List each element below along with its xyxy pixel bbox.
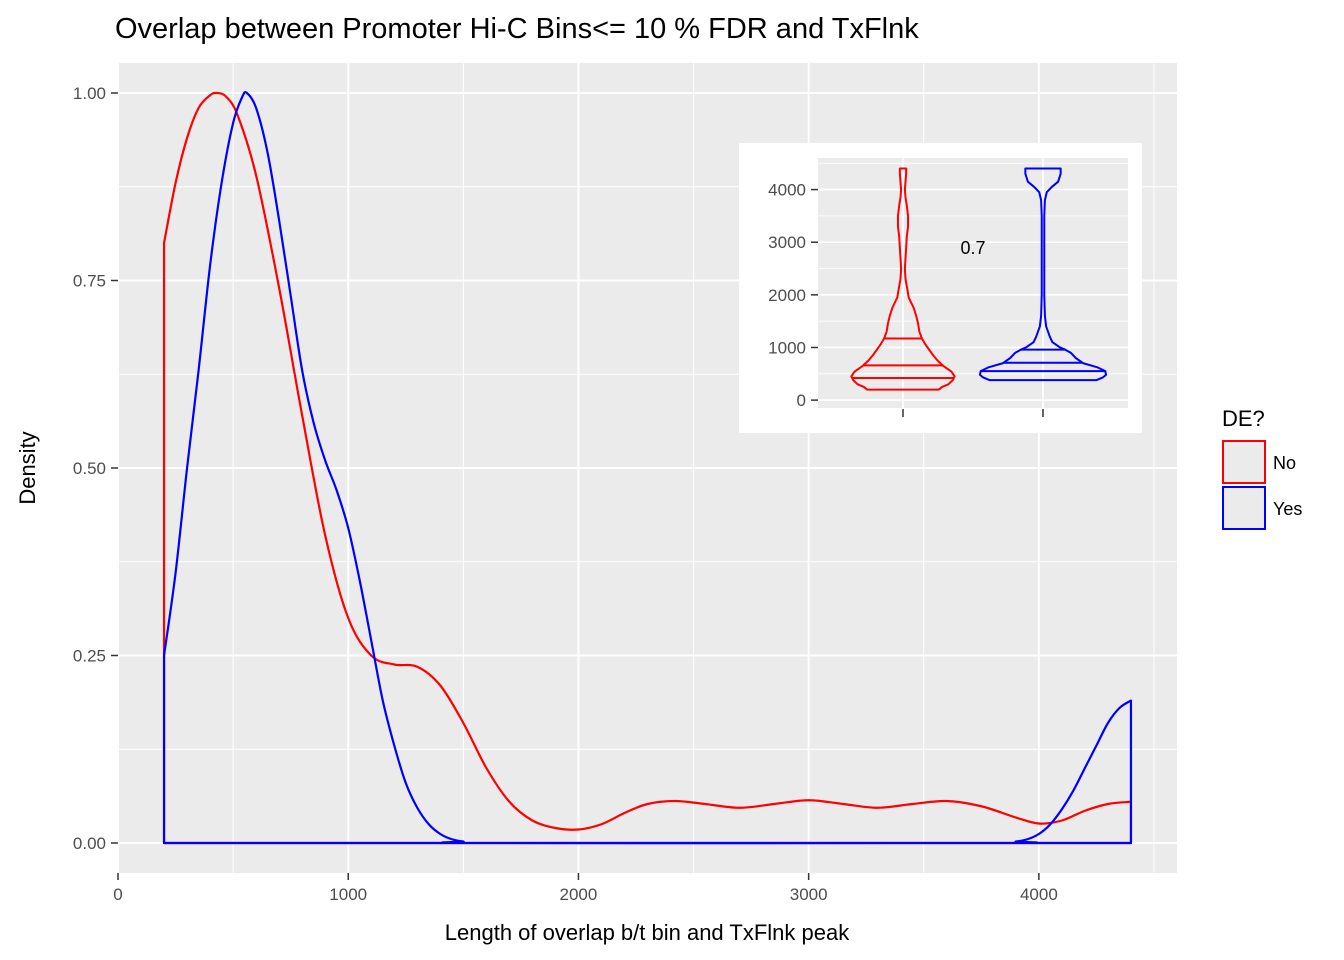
violin-no <box>850 167 956 391</box>
y-tick-label: 0.50 <box>73 459 106 478</box>
legend-key-no <box>1222 440 1266 484</box>
y-axis: 0.00 0.25 0.50 0.75 1.00 <box>73 84 118 853</box>
legend-title: DE? <box>1222 406 1265 431</box>
x-tick-label: 2000 <box>560 885 598 904</box>
y-tick-label: 1.00 <box>73 84 106 103</box>
x-axis-title: Length of overlap b/t bin and TxFlnk pea… <box>445 920 850 945</box>
x-axis: 0 1000 2000 3000 4000 <box>113 873 1058 904</box>
inset-y-tick-label: 2000 <box>768 286 806 305</box>
x-tick-label: 3000 <box>790 885 828 904</box>
x-tick-label: 0 <box>113 885 122 904</box>
legend: DE? No Yes <box>1222 406 1302 530</box>
density-lines <box>162 90 1133 845</box>
inset-grid <box>818 158 1128 408</box>
inset-violin-plot: 0 1000 2000 3000 4000 0.7 <box>739 143 1142 433</box>
legend-label-no: No <box>1273 453 1296 473</box>
x-tick-label: 4000 <box>1020 885 1058 904</box>
density-line-yes <box>162 90 1133 845</box>
y-tick-label: 0.00 <box>73 834 106 853</box>
inset-y-tick-label: 3000 <box>768 233 806 252</box>
y-axis-title: Density <box>15 431 40 504</box>
inset-violins <box>850 167 1107 391</box>
legend-key-yes <box>1222 486 1266 530</box>
inset-y-tick-label: 4000 <box>768 181 806 200</box>
legend-label-yes: Yes <box>1273 499 1302 519</box>
y-tick-label: 0.75 <box>73 272 106 291</box>
inset-annotation: 0.7 <box>960 238 985 258</box>
chart-title: Overlap between Promoter Hi-C Bins<= 10 … <box>115 13 919 45</box>
x-tick-label: 1000 <box>329 885 367 904</box>
y-tick-label: 0.25 <box>73 647 106 666</box>
inset-y-axis: 0 1000 2000 3000 4000 <box>768 181 818 410</box>
density-line-no <box>162 91 1133 845</box>
inset-y-tick-label: 0 <box>797 391 806 410</box>
inset-y-tick-label: 1000 <box>768 338 806 357</box>
